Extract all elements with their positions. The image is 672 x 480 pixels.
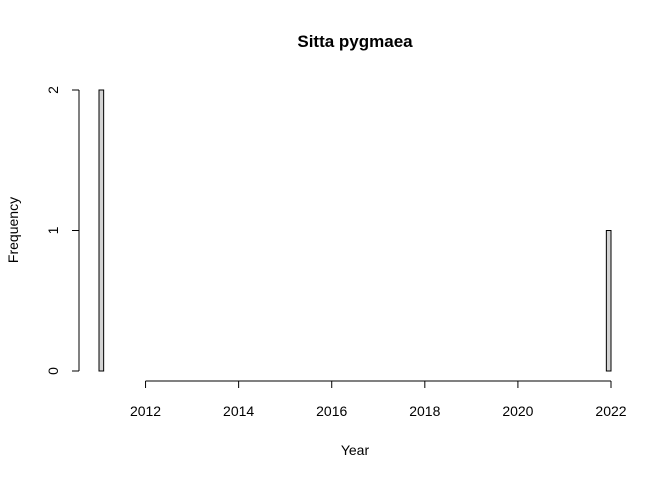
histogram-bar: [605, 230, 612, 372]
x-axis: 2012 2014 2016 2018 2020 2022: [130, 380, 627, 419]
x-tick-label: 2016: [316, 403, 347, 419]
x-tick-label: 2014: [223, 403, 254, 419]
x-tick-label: 2012: [130, 403, 161, 419]
x-tick-label: 2018: [409, 403, 440, 419]
x-axis-label: Year: [341, 442, 370, 458]
chart-title: Sitta pygmaea: [297, 32, 413, 51]
histogram-bar: [98, 89, 105, 372]
y-tick-label: 2: [45, 86, 61, 94]
y-tick-label: 1: [45, 226, 61, 234]
y-axis-label: Frequency: [5, 197, 21, 263]
x-tick-label: 2022: [595, 403, 626, 419]
y-tick-label: 0: [45, 367, 61, 375]
x-tick-label: 2020: [502, 403, 533, 419]
bars-layer: [98, 89, 612, 372]
y-axis: 0 1 2: [45, 86, 80, 375]
